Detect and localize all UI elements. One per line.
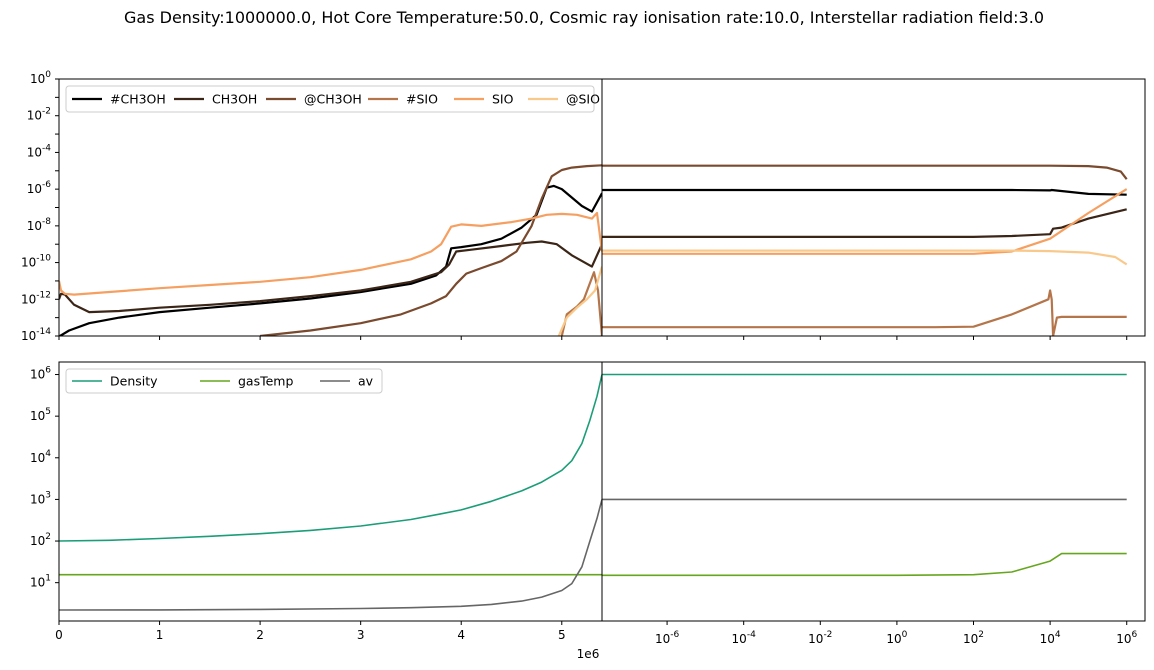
top-left-axes-frame bbox=[58, 78, 603, 337]
y-tick-label: 102 bbox=[30, 532, 51, 548]
legend-label: @CH3OH bbox=[304, 92, 362, 107]
x-tick-label: 1 bbox=[156, 628, 164, 642]
series-line-ch3oh bbox=[259, 164, 602, 336]
top-right-axes-frame bbox=[601, 78, 1146, 337]
legend-label: #SIO bbox=[406, 92, 438, 107]
y-tick-label: 101 bbox=[30, 574, 51, 590]
series-line-sio bbox=[557, 266, 602, 336]
legend-label: gasTemp bbox=[238, 374, 293, 389]
y-tick-label: 10-10 bbox=[21, 254, 51, 270]
legend-item-sio: @SIO bbox=[528, 92, 600, 107]
x-tick-label: 10-4 bbox=[732, 630, 757, 646]
series-line-sio bbox=[602, 188, 1128, 255]
y-tick-label: 104 bbox=[30, 449, 51, 465]
top-left-panel: 10-14 10-12 10-10 10-8 10-6 10-4 10-2 100 bbox=[21, 70, 603, 343]
y-tick-label: 105 bbox=[30, 407, 51, 423]
top-legend: #CH3OH CH3OH @CH3OH #SIO SIO @SIO bbox=[65, 85, 600, 113]
y-tick-label: 10-14 bbox=[21, 327, 51, 343]
legend-item-ch3oh: @CH3OH bbox=[266, 92, 362, 107]
series-line-ch3oh bbox=[602, 164, 1128, 180]
x-tick-label: 4 bbox=[457, 628, 465, 642]
bottom-legend: Density gasTemp av bbox=[65, 368, 383, 394]
series-line-sio bbox=[602, 249, 1128, 266]
series-line-sio bbox=[560, 271, 602, 336]
series-line-sio bbox=[59, 211, 602, 296]
y-tick-label: 10-4 bbox=[27, 143, 52, 159]
legend-item-ch3oh: #CH3OH bbox=[72, 92, 166, 107]
series-line-density bbox=[59, 374, 602, 542]
series-line-av bbox=[59, 499, 602, 611]
legend-item-av: av bbox=[320, 374, 374, 389]
y-tick-label: 10-8 bbox=[27, 217, 52, 233]
y-tick-label: 10-6 bbox=[27, 180, 52, 196]
series-line-gastemp bbox=[602, 552, 1127, 577]
legend-label: CH3OH bbox=[212, 92, 257, 107]
top-right-panel bbox=[601, 78, 1146, 340]
x-tick-label: 5 bbox=[558, 628, 566, 642]
series-line-ch3oh bbox=[602, 188, 1127, 196]
y-tick-label: 103 bbox=[30, 490, 51, 506]
series-line-ch3oh bbox=[59, 184, 602, 336]
legend-label: SIO bbox=[492, 92, 514, 107]
legend-label: Density bbox=[110, 374, 158, 389]
legend-item-density: Density bbox=[72, 374, 158, 389]
legend-label: av bbox=[358, 374, 374, 389]
legend-label: #CH3OH bbox=[110, 92, 166, 107]
series-line-ch3oh bbox=[602, 208, 1127, 238]
bottom-right-panel: 10-6 10-4 10-2 100 102 104 106 bbox=[601, 361, 1146, 646]
y-tick-label: 10-12 bbox=[21, 290, 51, 306]
bottom-left-panel: 101 102 103 104 105 106 0 1 2 3 4 5 1e6 bbox=[30, 361, 603, 661]
x-tick-label: 3 bbox=[357, 628, 365, 642]
legend-label: @SIO bbox=[566, 92, 600, 107]
legend-item-sio: #SIO bbox=[368, 92, 438, 107]
legend-item-sio: SIO bbox=[454, 92, 514, 107]
x-tick-label: 10-6 bbox=[655, 630, 680, 646]
x-tick-label: 106 bbox=[1116, 630, 1137, 646]
x-tick-label: 10-2 bbox=[808, 630, 832, 646]
bottom-right-axes-frame bbox=[601, 361, 1146, 622]
legend-item-gastemp: gasTemp bbox=[200, 374, 293, 389]
x-tick-label: 104 bbox=[1040, 630, 1061, 646]
y-tick-label: 10-2 bbox=[27, 107, 51, 123]
x-offset-label: 1e6 bbox=[577, 647, 600, 661]
y-tick-label: 106 bbox=[30, 366, 51, 382]
y-tick-label: 100 bbox=[30, 70, 51, 86]
x-tick-label: 0 bbox=[55, 628, 63, 642]
x-tick-label: 2 bbox=[256, 628, 264, 642]
series-line-sio bbox=[602, 289, 1127, 336]
figure-title: Gas Density:1000000.0, Hot Core Temperat… bbox=[124, 8, 1044, 27]
x-tick-label: 100 bbox=[886, 630, 907, 646]
x-tick-label: 102 bbox=[963, 630, 984, 646]
legend-item-ch3oh: CH3OH bbox=[174, 92, 257, 107]
series-line-ch3oh bbox=[59, 240, 602, 314]
